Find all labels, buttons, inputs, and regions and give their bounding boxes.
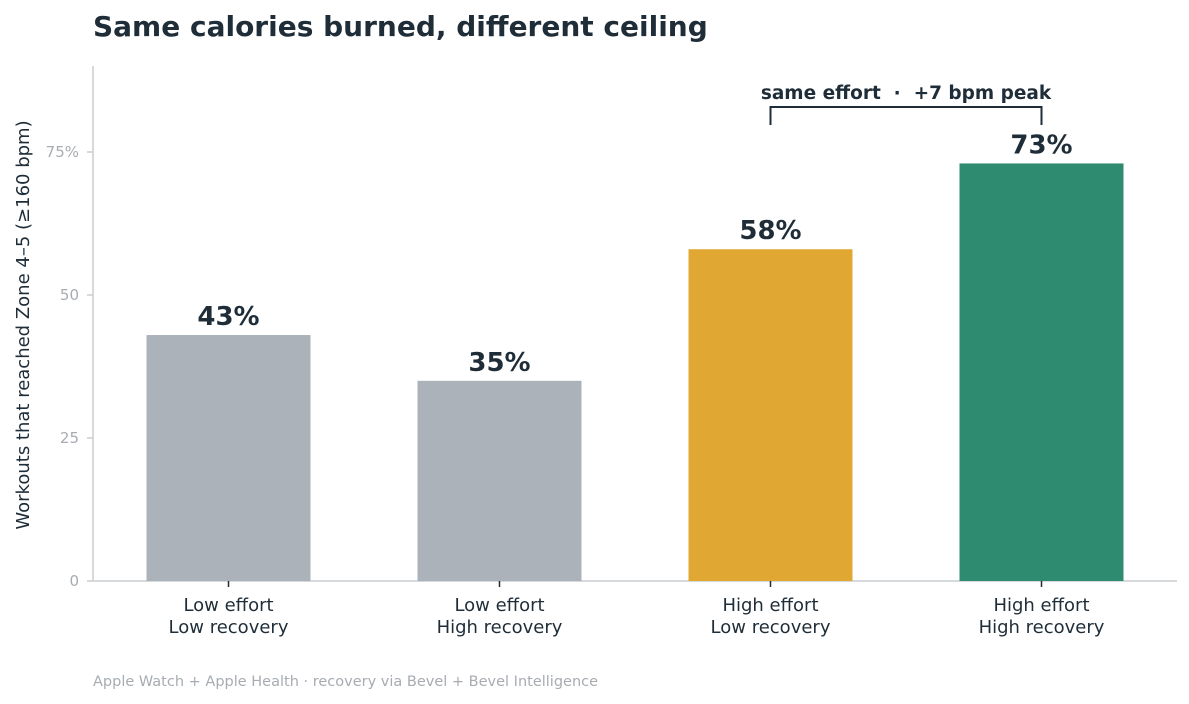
comparison-annotation: same effort · +7 bpm peak <box>761 83 1052 125</box>
bar <box>959 163 1124 581</box>
x-tick-label-line: High recovery <box>437 617 563 638</box>
x-tick-label-line: High effort <box>993 595 1089 616</box>
x-tick-label: High effort High recovery <box>979 595 1105 638</box>
y-tick-label: 25 <box>60 429 79 447</box>
x-tick-label-line: Low effort <box>454 595 544 616</box>
x-tick-label: Low effort High recovery <box>437 595 563 638</box>
bar <box>688 249 853 582</box>
bar <box>146 335 311 581</box>
x-tick-label: High effort Low recovery <box>711 595 831 638</box>
bars <box>146 163 1124 582</box>
comparison-annotation-text: same effort · +7 bpm peak <box>761 83 1052 104</box>
source-note: Apple Watch + Apple Health · recovery vi… <box>93 674 599 690</box>
bar <box>417 380 582 581</box>
bar-value-label: 73% <box>1010 130 1072 160</box>
x-tick-label-line: Low recovery <box>169 617 289 638</box>
chart-title: Same calories burned, different ceiling <box>93 10 708 43</box>
x-tick-label-line: Low recovery <box>711 617 831 638</box>
comparison-bracket <box>769 106 1043 125</box>
y-axis-label: Workouts that reached Zone 4–5 (≥160 bpm… <box>13 120 34 529</box>
bar-value-label: 58% <box>739 216 801 246</box>
y-tick-label: 0 <box>69 572 79 590</box>
x-tick-label-line: High recovery <box>979 617 1105 638</box>
x-tick-label-line: Low effort <box>183 595 273 616</box>
y-tick-label: 75% <box>46 143 79 161</box>
bar-value-label: 43% <box>197 302 259 332</box>
y-ticks: 0 25 50 75% <box>46 143 93 590</box>
x-tick-label-line: High effort <box>722 595 818 616</box>
x-tick-label: Low effort Low recovery <box>169 595 289 638</box>
bar-value-labels: 43% 35% 58% 73% <box>197 130 1072 377</box>
y-tick-label: 50 <box>60 286 79 304</box>
bar-value-label: 35% <box>468 348 530 378</box>
